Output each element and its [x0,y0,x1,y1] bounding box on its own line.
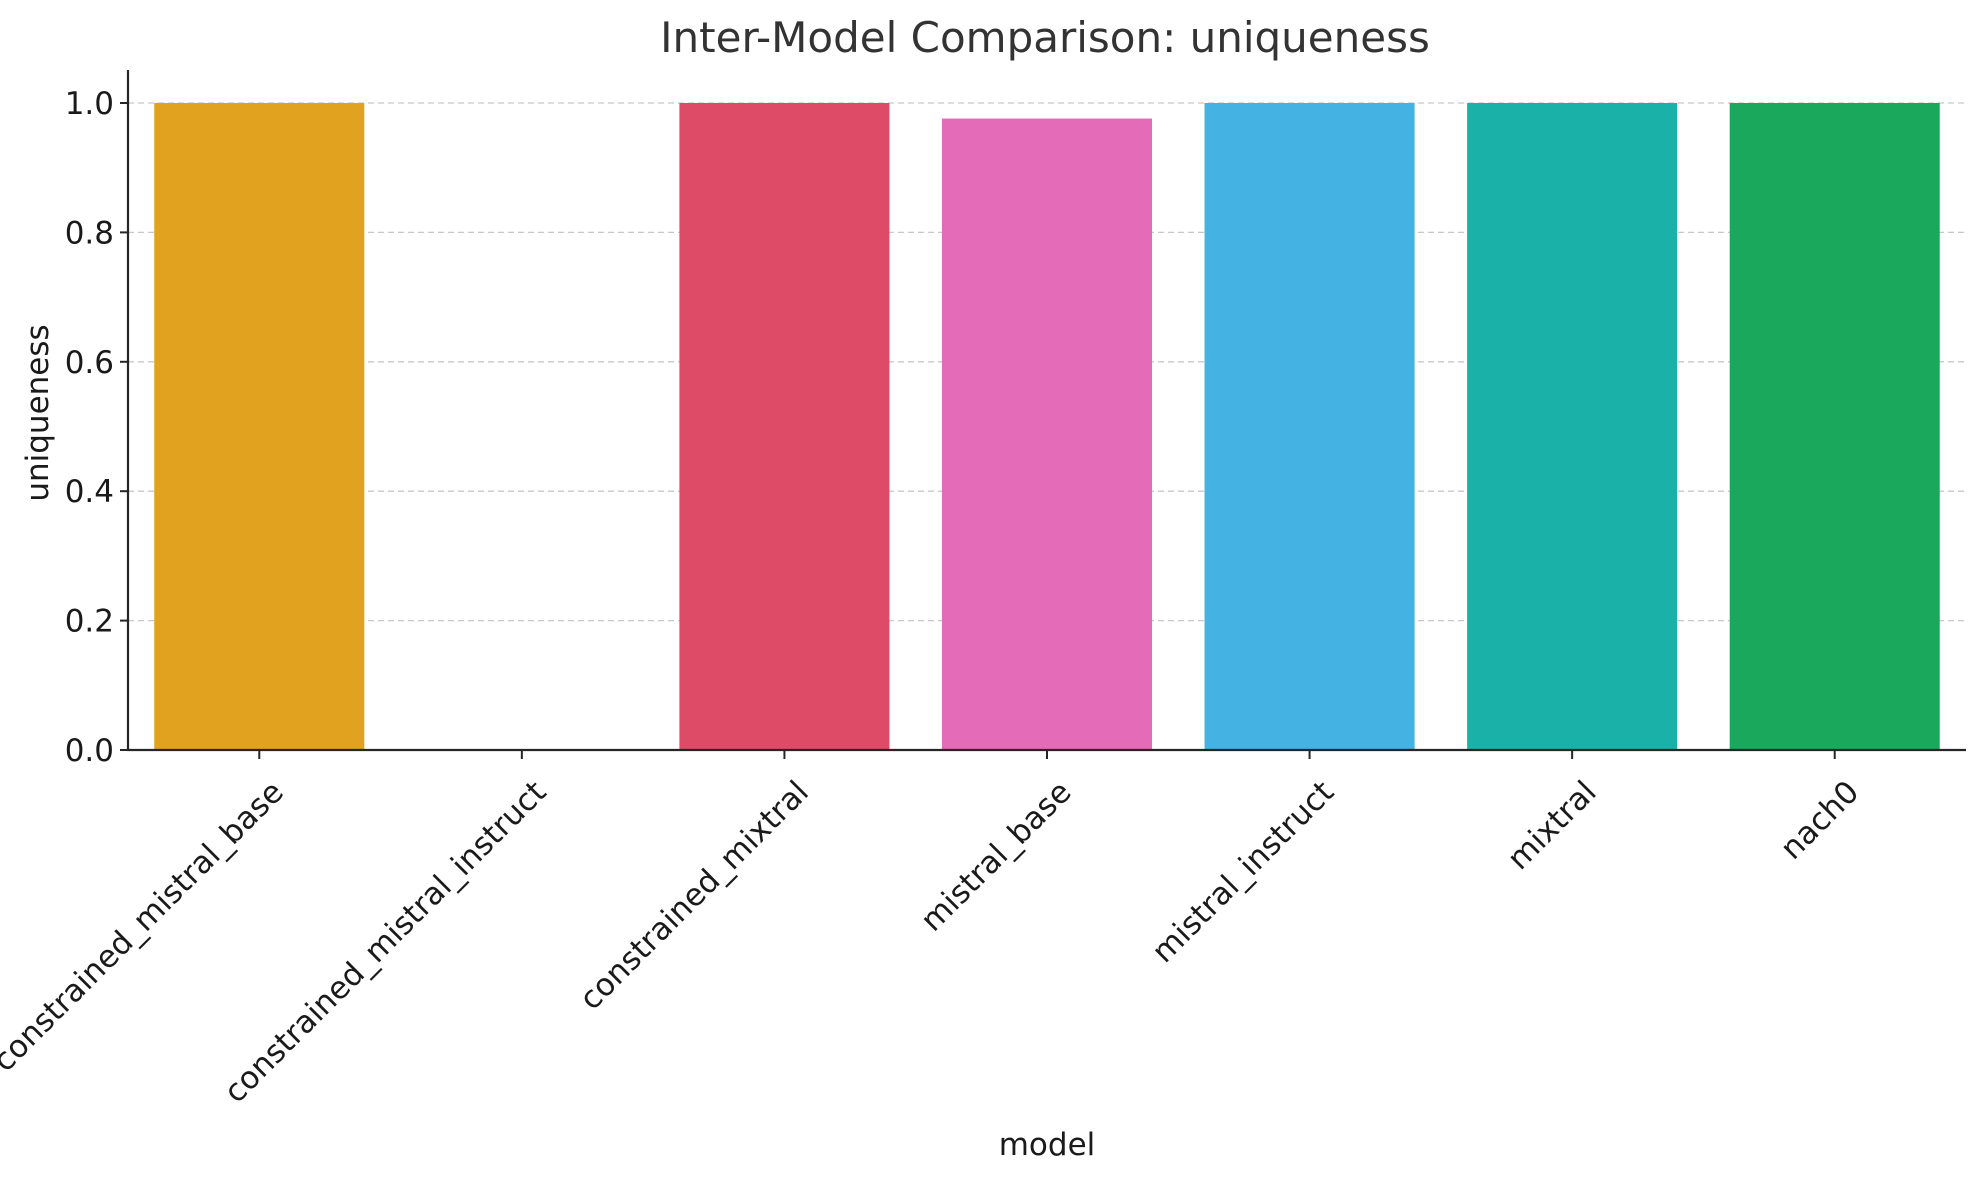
y-tick-label: 0.6 [65,345,114,381]
bar [1204,103,1415,750]
bar [154,103,365,750]
x-tick-label: mistral_instruct [1145,774,1341,970]
bar [1729,103,1940,750]
y-ticks: 0.0 0.2 0.4 0.6 0.8 1.0 [65,86,128,769]
bar [941,118,1153,750]
x-tick-label: constrained_mistral_base [0,774,291,1079]
y-tick-label: 0.0 [65,733,114,769]
x-tick-label: constrained_mistral_instruct [217,774,553,1110]
chart-title: Inter-Model Comparison: uniqueness [660,13,1430,62]
x-tick-label: mistral_base [914,774,1079,939]
bar [679,103,890,750]
y-axis-label: uniqueness [20,324,56,501]
y-tick-label: 0.8 [65,215,114,251]
y-tick-label: 0.2 [65,604,114,640]
x-ticks: constrained_mistral_baseconstrained_mist… [0,750,1866,1110]
x-tick-label: mixtral [1501,774,1604,877]
x-axis-label: model [999,1127,1096,1163]
bars [154,103,1940,750]
bar [1467,103,1678,750]
y-tick-label: 1.0 [65,86,114,122]
x-tick-label: nach0 [1774,774,1867,867]
x-tick-label: constrained_mixtral [573,774,816,1017]
y-tick-label: 0.4 [65,474,114,510]
